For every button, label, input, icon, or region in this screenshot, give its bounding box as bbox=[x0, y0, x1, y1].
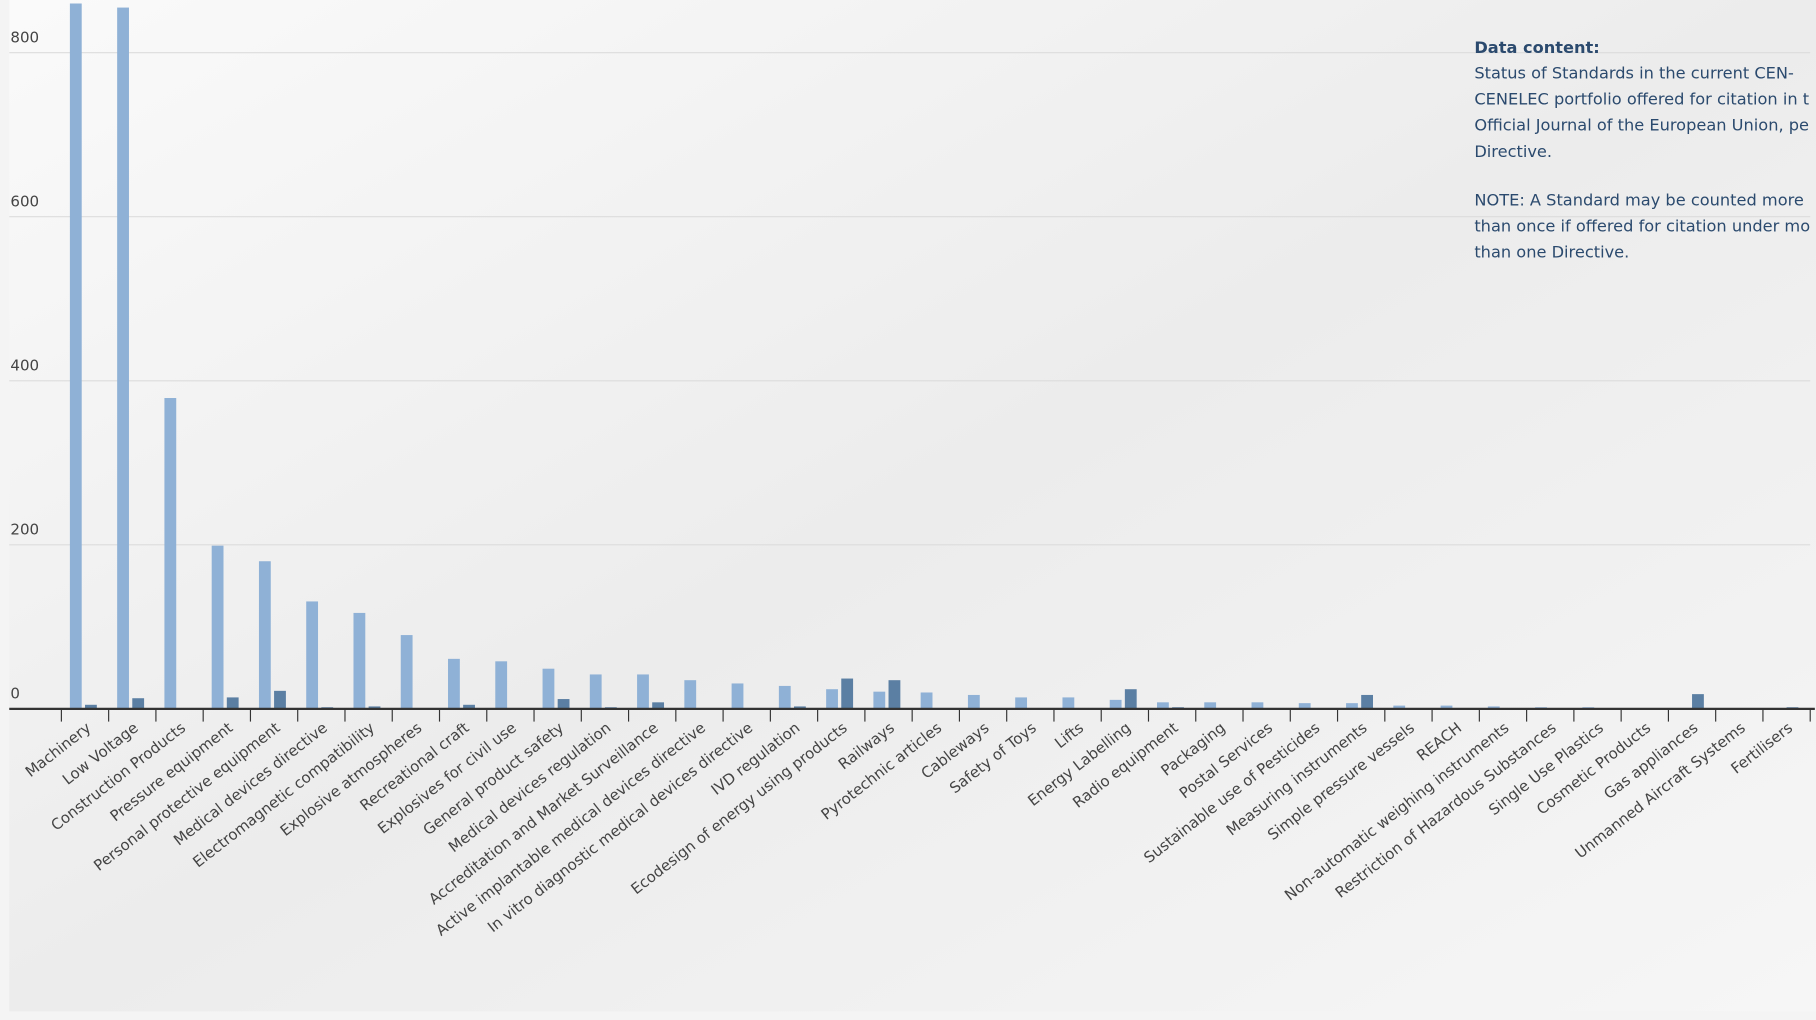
annotation-line: Official Journal of the European Union, … bbox=[1474, 116, 1809, 135]
annotation-line: Directive. bbox=[1474, 142, 1552, 161]
y-tick-label: 400 bbox=[10, 356, 39, 374]
y-tick-label: 200 bbox=[10, 520, 39, 538]
bar bbox=[448, 659, 460, 709]
bar bbox=[117, 8, 129, 709]
bar bbox=[1015, 697, 1027, 708]
bar bbox=[274, 691, 286, 709]
page: 0200400600800 MachineryLow VoltageConstr… bbox=[0, 0, 1816, 1016]
bar bbox=[889, 680, 901, 709]
y-tick-label: 600 bbox=[10, 192, 39, 210]
bar bbox=[779, 686, 791, 709]
bar bbox=[558, 699, 570, 709]
bar bbox=[164, 398, 176, 709]
bar bbox=[684, 680, 696, 709]
bar bbox=[1110, 700, 1122, 709]
annotation-line: NOTE: A Standard may be counted more bbox=[1474, 190, 1804, 209]
bar bbox=[968, 695, 980, 709]
bar bbox=[1692, 694, 1704, 709]
annotation-line: than once if offered for citation under … bbox=[1474, 216, 1810, 235]
bar bbox=[841, 679, 853, 709]
bar bbox=[212, 546, 224, 709]
bar bbox=[543, 669, 555, 709]
bar bbox=[70, 0, 82, 709]
bar bbox=[259, 561, 271, 709]
bar bbox=[1125, 689, 1137, 709]
bar bbox=[401, 635, 413, 709]
annotation-line: CENELEC portfolio offered for citation i… bbox=[1474, 90, 1809, 109]
y-tick-label: 800 bbox=[10, 28, 39, 46]
bar bbox=[732, 683, 744, 708]
bar bbox=[1361, 695, 1373, 709]
bar bbox=[353, 613, 365, 709]
bar bbox=[590, 674, 602, 708]
chart: 0200400600800 MachineryLow VoltageConstr… bbox=[0, 0, 1816, 1016]
bar bbox=[873, 692, 885, 709]
bar bbox=[495, 661, 507, 709]
bar bbox=[826, 689, 838, 709]
bar bbox=[227, 697, 239, 708]
y-tick-label: 0 bbox=[10, 685, 20, 703]
annotation-line: Status of Standards in the current CEN- bbox=[1474, 64, 1794, 83]
bar bbox=[1062, 697, 1074, 708]
bar bbox=[132, 698, 144, 709]
annotation-line: than one Directive. bbox=[1474, 242, 1629, 261]
annotation-heading: Data content: bbox=[1474, 38, 1599, 57]
bar bbox=[637, 674, 649, 708]
bar bbox=[306, 601, 318, 708]
bar bbox=[921, 692, 933, 708]
